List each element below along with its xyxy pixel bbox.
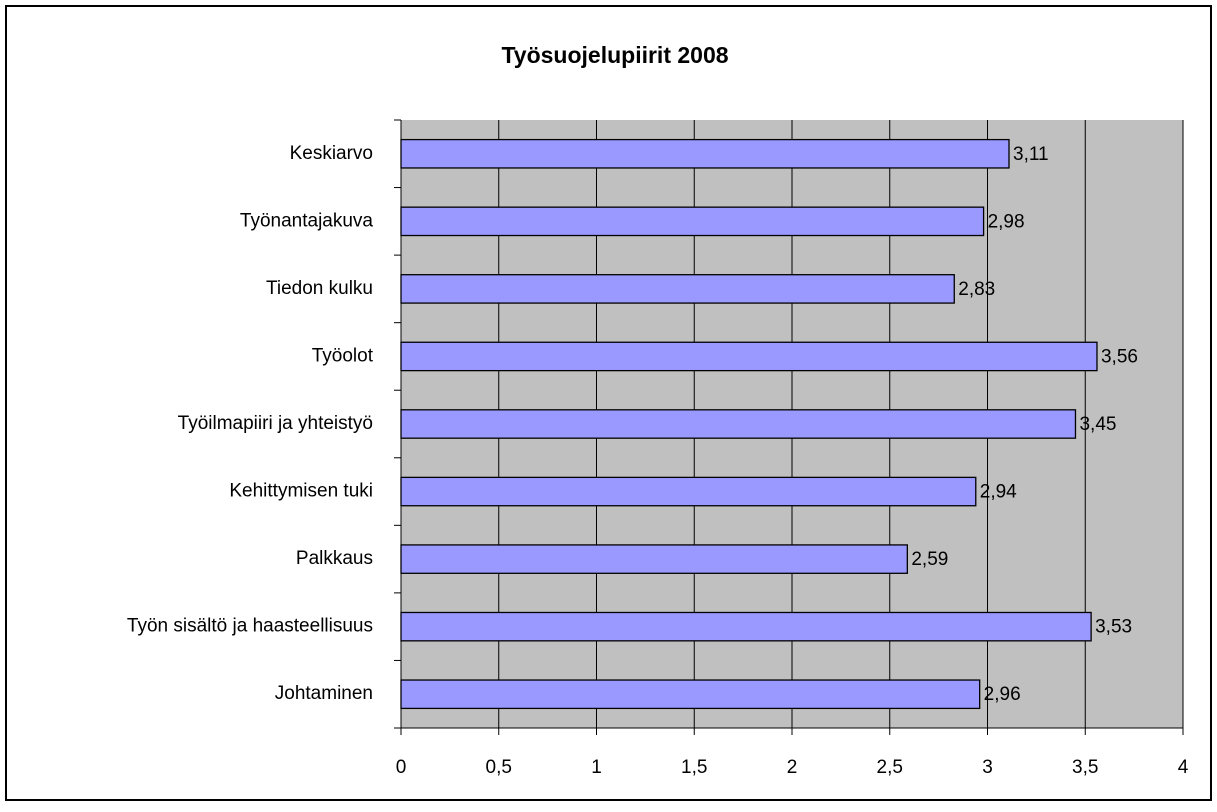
y-tick-label: Työn sisältö ja haasteellisuus xyxy=(127,616,373,637)
value-label: 2,94 xyxy=(980,482,1017,503)
value-label: 2,83 xyxy=(958,279,995,300)
x-tick-label: 0,5 xyxy=(486,757,512,778)
bar xyxy=(400,138,1010,169)
y-tick-label: Työolot xyxy=(312,345,374,366)
value-label: 3,53 xyxy=(1095,617,1132,638)
x-tick-label: 3 xyxy=(982,757,993,778)
bar xyxy=(400,274,955,304)
value-label: 2,59 xyxy=(911,549,948,570)
y-tick-label: Tiedon kulku xyxy=(266,278,373,299)
y-tick-label: Työnantajakuva xyxy=(240,210,374,231)
bar xyxy=(400,206,985,237)
x-tick-label: 2 xyxy=(787,757,798,778)
y-tick-label: Keskiarvo xyxy=(290,143,373,164)
y-tick-label: Johtaminen xyxy=(275,683,373,704)
y-tick-label: Palkkaus xyxy=(296,548,373,569)
x-tick-label: 3,5 xyxy=(1072,757,1098,778)
x-tick-label: 0 xyxy=(396,757,407,778)
x-tick-label: 1 xyxy=(591,757,602,778)
y-tick-label: Työilmapiiri ja yhteistyö xyxy=(178,413,373,434)
x-tick-label: 2,5 xyxy=(877,757,903,778)
bar xyxy=(400,544,908,574)
value-label: 3,45 xyxy=(1079,414,1116,435)
value-label: 2,96 xyxy=(984,684,1021,705)
bar xyxy=(400,679,981,710)
bar xyxy=(400,611,1092,642)
bar xyxy=(400,341,1098,372)
bar xyxy=(400,409,1077,439)
value-label: 3,11 xyxy=(1013,144,1049,165)
value-label: 2,98 xyxy=(988,211,1025,232)
x-tick-label: 1,5 xyxy=(681,757,707,778)
bar xyxy=(400,476,977,507)
y-tick-label: Kehittymisen tuki xyxy=(229,481,373,502)
chart-title: Työsuojelupiirit 2008 xyxy=(501,42,728,68)
value-label: 3,56 xyxy=(1101,346,1138,367)
x-tick-label: 4 xyxy=(1178,757,1189,778)
